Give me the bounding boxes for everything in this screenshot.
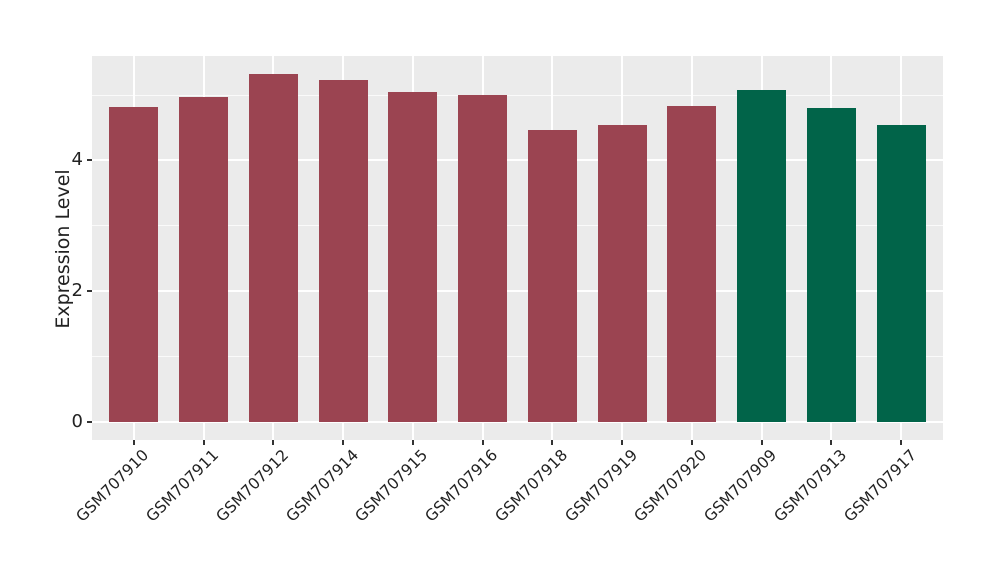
x-tick-mark (830, 440, 833, 445)
x-tick-mark (760, 440, 763, 445)
gridline-major (92, 290, 943, 293)
y-tick-mark (87, 159, 92, 162)
x-tick-label-GSM707916: GSM707916 (421, 446, 502, 526)
y-tick-mark (87, 290, 92, 293)
x-tick-mark (481, 440, 484, 445)
x-tick-mark (900, 440, 903, 445)
x-tick-mark (551, 440, 554, 445)
x-tick-label-GSM707911: GSM707911 (142, 446, 223, 526)
gridline-minor (92, 355, 943, 357)
bar-GSM707912 (248, 74, 298, 422)
x-tick-mark (690, 440, 693, 445)
y-tick-mark (87, 420, 92, 423)
gridline-minor (92, 225, 943, 227)
x-tick-label-GSM707914: GSM707914 (282, 446, 362, 526)
bar-GSM707916 (458, 94, 508, 422)
gridline-major (92, 159, 943, 162)
x-tick-label-GSM707915: GSM707915 (352, 446, 432, 526)
bar-GSM707910 (109, 106, 159, 422)
y-tick-label: 4 (71, 149, 83, 171)
bar-GSM707920 (667, 105, 717, 422)
x-tick-mark (132, 440, 135, 445)
x-tick-label-GSM707910: GSM707910 (73, 446, 153, 526)
x-tick-label-GSM707912: GSM707912 (212, 446, 293, 526)
x-tick-mark (342, 440, 345, 445)
x-tick-label-GSM707913: GSM707913 (770, 446, 851, 526)
gridline-major (92, 420, 943, 423)
plot-panel (92, 56, 943, 440)
gridline-minor (92, 94, 943, 96)
x-tick-label-GSM707917: GSM707917 (840, 446, 920, 526)
bar-GSM707919 (597, 124, 647, 422)
bar-GSM707917 (876, 125, 926, 422)
bar-GSM707915 (388, 91, 438, 422)
bar-GSM707914 (318, 80, 368, 422)
x-tick-mark (272, 440, 275, 445)
bar-GSM707909 (737, 89, 787, 422)
bar-GSM707918 (527, 129, 577, 422)
x-tick-label-GSM707920: GSM707920 (631, 446, 711, 526)
x-tick-mark (202, 440, 205, 445)
bar-GSM707911 (179, 97, 228, 422)
x-tick-label-GSM707918: GSM707918 (491, 446, 572, 526)
x-tick-label-GSM707909: GSM707909 (700, 446, 781, 526)
x-tick-label-GSM707919: GSM707919 (561, 446, 641, 526)
x-tick-mark (411, 440, 414, 445)
y-tick-label: 2 (71, 280, 83, 302)
x-tick-mark (621, 440, 624, 445)
y-tick-label: 0 (71, 410, 83, 432)
bar-GSM707913 (806, 107, 856, 422)
y-axis-title: Expression Level (52, 169, 74, 329)
